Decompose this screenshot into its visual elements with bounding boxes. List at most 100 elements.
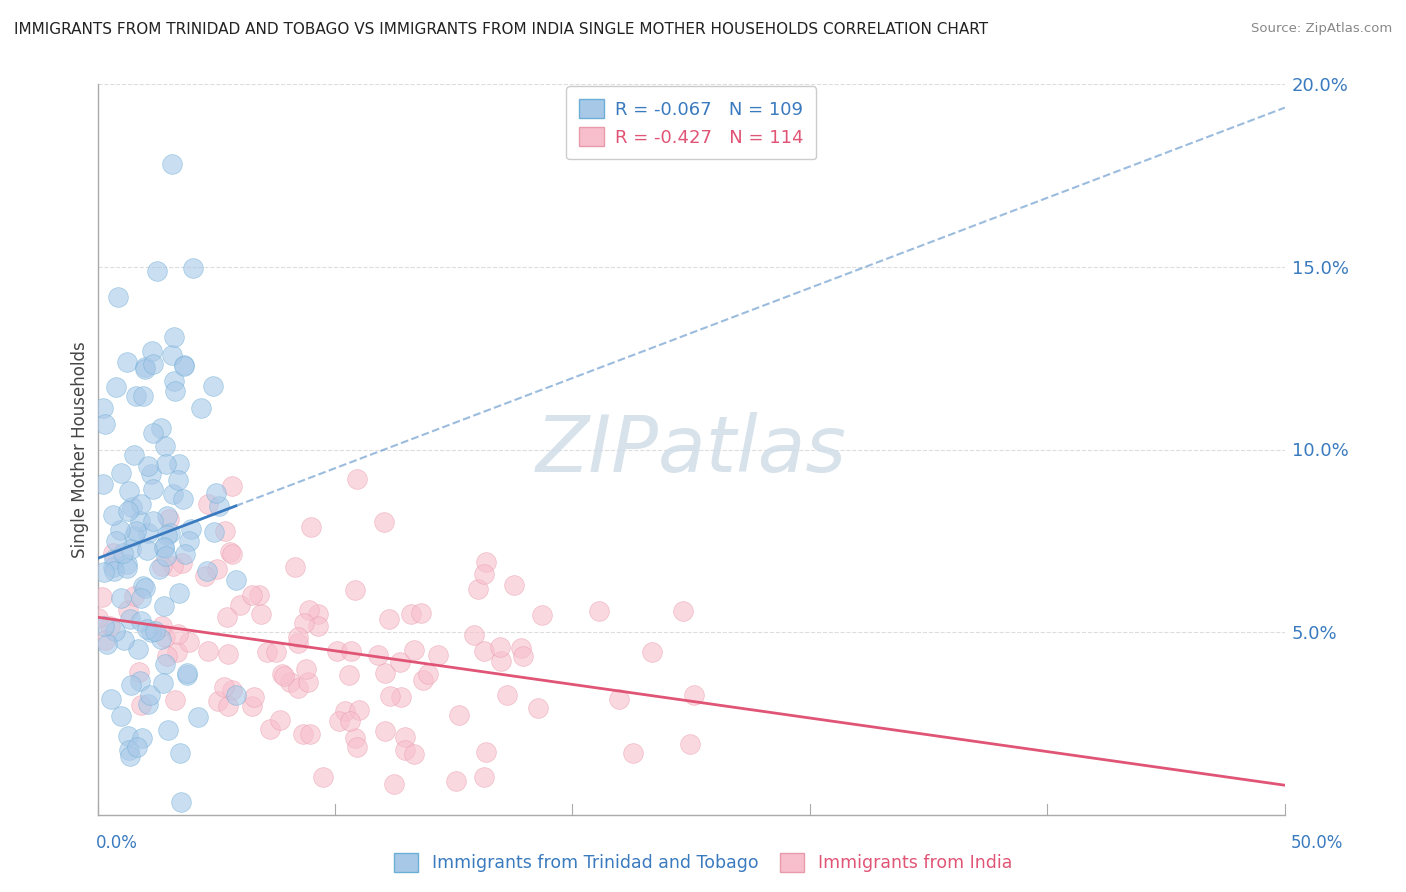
Text: IMMIGRANTS FROM TRINIDAD AND TOBAGO VS IMMIGRANTS FROM INDIA SINGLE MOTHER HOUSE: IMMIGRANTS FROM TRINIDAD AND TOBAGO VS I… [14, 22, 988, 37]
Point [136, 698, 159, 712]
Point [96, 637, 118, 651]
Point [162, 558, 184, 573]
Point [264, 644, 287, 658]
Point [136, 459, 159, 474]
Point [117, 504, 139, 518]
Point [166, 645, 188, 659]
Point [155, 549, 177, 563]
Point [150, 421, 173, 435]
Point [118, 748, 141, 763]
Point [139, 689, 162, 703]
Point [219, 545, 242, 559]
Point [142, 357, 165, 371]
Point [530, 608, 553, 623]
Point [169, 585, 191, 599]
Point [416, 667, 439, 681]
Point [103, 508, 125, 523]
Point [120, 678, 142, 692]
Point [118, 484, 141, 499]
Point [339, 714, 361, 728]
Point [278, 675, 301, 690]
Point [165, 384, 187, 398]
Point [463, 628, 485, 642]
Point [527, 701, 550, 715]
Point [287, 636, 309, 650]
Point [496, 688, 519, 702]
Point [217, 648, 239, 662]
Point [127, 642, 149, 657]
Point [214, 524, 236, 538]
Text: 50.0%: 50.0% [1291, 834, 1343, 852]
Point [307, 607, 329, 621]
Point [382, 777, 405, 791]
Point [177, 635, 200, 649]
Point [163, 330, 186, 344]
Point [134, 360, 156, 375]
Point [155, 457, 177, 471]
Point [287, 681, 309, 696]
Point [181, 260, 204, 275]
Point [292, 727, 315, 741]
Point [190, 401, 212, 415]
Point [129, 514, 152, 528]
Point [169, 457, 191, 471]
Point [225, 688, 247, 702]
Point [225, 573, 247, 587]
Point [678, 737, 700, 751]
Point [117, 603, 139, 617]
Point [472, 644, 495, 658]
Point [250, 607, 273, 621]
Point [195, 564, 218, 578]
Point [194, 568, 217, 582]
Point [394, 743, 416, 757]
Point [93, 476, 115, 491]
Point [292, 615, 315, 630]
Point [205, 562, 228, 576]
Point [129, 698, 152, 712]
Point [229, 598, 252, 612]
Point [273, 669, 295, 683]
Point [120, 542, 142, 557]
Point [412, 673, 434, 687]
Point [328, 714, 350, 728]
Point [101, 546, 124, 560]
Point [118, 742, 141, 756]
Point [100, 619, 122, 633]
Point [299, 520, 322, 534]
Point [142, 425, 165, 440]
Point [139, 625, 162, 640]
Point [173, 358, 195, 372]
Point [180, 522, 202, 536]
Point [117, 729, 139, 743]
Point [143, 624, 166, 638]
Point [394, 730, 416, 744]
Point [346, 472, 368, 486]
Point [105, 380, 128, 394]
Point [128, 665, 150, 679]
Text: ZIPatlas: ZIPatlas [536, 411, 846, 488]
Point [155, 630, 177, 644]
Point [103, 560, 125, 574]
Point [271, 667, 294, 681]
Point [298, 603, 321, 617]
Point [215, 609, 238, 624]
Point [169, 746, 191, 760]
Point [295, 662, 318, 676]
Point [176, 666, 198, 681]
Point [326, 644, 349, 658]
Point [340, 644, 363, 658]
Point [240, 698, 263, 713]
Point [388, 655, 411, 669]
Point [91, 401, 114, 415]
Point [134, 361, 156, 376]
Point [447, 708, 470, 723]
Point [333, 704, 356, 718]
Point [125, 524, 148, 538]
Point [197, 497, 219, 511]
Point [489, 640, 512, 655]
Point [163, 374, 186, 388]
Point [588, 604, 610, 618]
Point [173, 359, 195, 373]
Point [163, 692, 186, 706]
Legend: R = -0.067   N = 109, R = -0.427   N = 114: R = -0.067 N = 109, R = -0.427 N = 114 [567, 87, 815, 160]
